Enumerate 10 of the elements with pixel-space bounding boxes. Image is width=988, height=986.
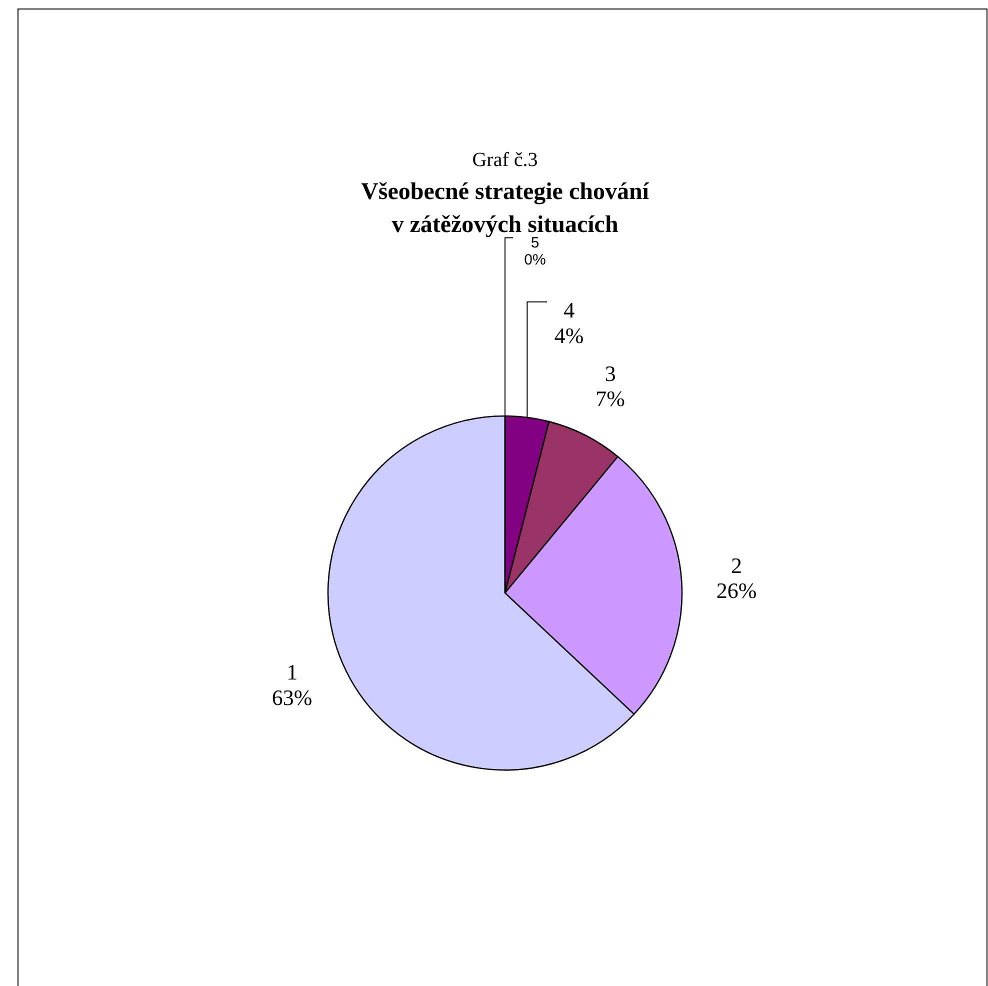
data-label: 26% — [716, 578, 757, 604]
text: 0% — [524, 252, 546, 268]
slice-label: 3 — [604, 360, 616, 386]
data-label: 63% — [272, 684, 312, 710]
slice-label: 1 — [286, 660, 298, 685]
chart-title: Graf č.3 — [472, 149, 538, 171]
data-label: 4% — [554, 322, 584, 348]
slice-label: 2 — [731, 552, 742, 578]
slice-label: 4 — [564, 298, 575, 323]
data-label: 7% — [596, 386, 625, 412]
